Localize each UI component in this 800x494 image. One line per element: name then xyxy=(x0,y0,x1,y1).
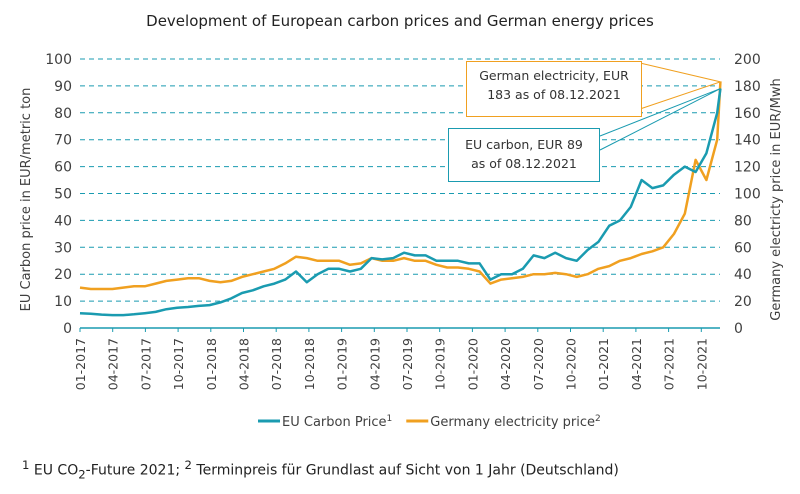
x-tick-label: 04-2017 xyxy=(106,338,121,390)
annotation-line2: as of 08.12.2021 xyxy=(471,156,577,171)
x-tick-label: 01-2017 xyxy=(73,338,88,390)
annotation-carbon: EU carbon, EUR 89 as of 08.12.2021 xyxy=(448,128,600,182)
x-tick-label: 07-2019 xyxy=(400,338,415,390)
y-tick-label: 90 xyxy=(54,79,72,95)
callout-line-carbon xyxy=(599,88,721,151)
x-tick-label: 04-2021 xyxy=(629,338,644,390)
y-tick-label: 70 xyxy=(54,133,72,149)
footnote-mark: 1 xyxy=(22,458,30,472)
legend-sup: 1 xyxy=(387,414,393,424)
y-tick-label: 0 xyxy=(63,321,72,337)
y-tick-label: 20 xyxy=(54,267,72,283)
annotation-line1: EU carbon, EUR 89 xyxy=(465,137,583,152)
x-tick-label: 01-2021 xyxy=(596,338,611,390)
legend-label: Germany electricity price2 xyxy=(430,414,600,430)
x-tick-label: 04-2019 xyxy=(367,338,382,390)
y2-tick-label: 200 xyxy=(734,52,761,68)
x-tick-label: 10-2019 xyxy=(433,338,448,390)
annotation-line2: 183 as of 08.12.2021 xyxy=(487,87,621,102)
chart-title: Development of European carbon prices an… xyxy=(146,12,654,30)
y2-tick-label: 80 xyxy=(734,213,752,229)
y2-tick-label: 160 xyxy=(734,106,761,122)
x-tick-label: 10-2017 xyxy=(171,338,186,390)
y2-tick-label: 60 xyxy=(734,240,752,256)
callout-line-electricity xyxy=(639,62,723,110)
footnote-mark: 2 xyxy=(184,458,192,472)
y2-tick-label: 120 xyxy=(734,160,761,176)
footnote-text: EU CO xyxy=(29,462,79,479)
footnote-text: -Future 2021; xyxy=(85,462,185,479)
y-tick-label: 40 xyxy=(54,213,72,229)
y-axis-label: EU Carbon price in EUR/metric ton xyxy=(19,88,34,312)
y-tick-label: 50 xyxy=(54,187,72,203)
y-tick-label: 30 xyxy=(54,240,72,256)
y2-tick-label: 100 xyxy=(734,187,761,203)
y2-tick-label: 180 xyxy=(734,79,761,95)
y2-tick-label: 20 xyxy=(734,294,752,310)
x-tick-label: 07-2020 xyxy=(531,338,546,390)
series-line-carbon xyxy=(79,88,722,317)
x-tick-label: 10-2018 xyxy=(302,338,317,390)
y-tick-label: 80 xyxy=(54,106,72,122)
legend-sup: 2 xyxy=(595,414,601,424)
annotation-line1: German electricity, EUR xyxy=(479,68,629,83)
x-tick-label: 04-2018 xyxy=(237,338,252,390)
legend-label: EU Carbon Price1 xyxy=(282,414,392,430)
x-tick-label: 07-2021 xyxy=(662,338,677,390)
y2-tick-label: 40 xyxy=(734,267,752,283)
footnote: 1 EU CO2-Future 2021; 2 Terminpreis für … xyxy=(22,458,619,481)
x-tick-label: 01-2019 xyxy=(335,338,350,390)
y-tick-label: 10 xyxy=(54,294,72,310)
series-line-electricity xyxy=(79,81,722,291)
x-tick-label: 07-2017 xyxy=(138,338,153,390)
y2-tick-label: 140 xyxy=(734,133,761,149)
x-tick-label: 10-2020 xyxy=(564,338,579,390)
y2-axis-label: Germany electricty price in EUR/Mwh xyxy=(769,78,784,320)
y-tick-label: 100 xyxy=(45,52,72,68)
x-tick-label: 07-2018 xyxy=(269,338,284,390)
annotation-electricity: German electricity, EUR 183 as of 08.12.… xyxy=(466,61,642,117)
x-tick-label: 01-2018 xyxy=(204,338,219,390)
y2-tick-label: 0 xyxy=(734,321,743,337)
x-tick-label: 04-2020 xyxy=(498,338,513,390)
x-tick-label: 01-2020 xyxy=(465,338,480,390)
y-tick-label: 60 xyxy=(54,160,72,176)
footnote-sub: 2 xyxy=(78,467,86,482)
x-tick-label: 10-2021 xyxy=(694,338,709,390)
footnote-text: Terminpreis für Grundlast auf Sicht von … xyxy=(191,462,619,479)
